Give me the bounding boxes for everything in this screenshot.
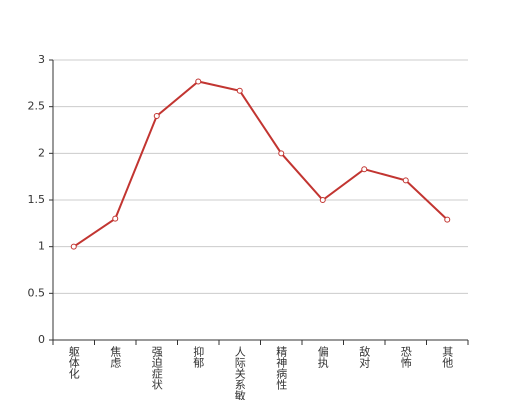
- point: [112, 215, 119, 222]
- point: [153, 113, 160, 119]
- x-tick-label: 躯体化: [67, 346, 80, 380]
- x-tick-label: 精神病性: [275, 346, 288, 391]
- y-tick-label: 0.5: [28, 286, 46, 299]
- x-tick-label: 敌对: [358, 345, 371, 368]
- point: [236, 87, 243, 94]
- x-tick-label: 抑郁: [192, 345, 205, 368]
- y-tick-label: 2: [38, 146, 45, 159]
- x-tick-label: 强迫症状: [150, 346, 163, 390]
- x-tick-label: 人际关系敏感: [233, 346, 246, 400]
- x-tick-label: 恐怖: [399, 346, 412, 368]
- point: [278, 150, 285, 157]
- point: [444, 216, 451, 223]
- line: [73, 80, 448, 248]
- point: [319, 197, 326, 203]
- y-tick-label: 0: [38, 333, 45, 346]
- y-tick-label: 1: [38, 240, 45, 253]
- point: [195, 78, 202, 85]
- point: [70, 243, 77, 250]
- x-tick-label: 其他: [441, 346, 454, 368]
- point: [361, 166, 368, 173]
- y-tick-label: 1.5: [28, 193, 46, 206]
- x-tick-label: 焦虑: [109, 346, 122, 368]
- point: [402, 177, 409, 184]
- y-tick-label: 2.5: [28, 100, 46, 113]
- y-tick-label: 3: [38, 53, 45, 66]
- x-tick-label: 偏执: [316, 345, 329, 369]
